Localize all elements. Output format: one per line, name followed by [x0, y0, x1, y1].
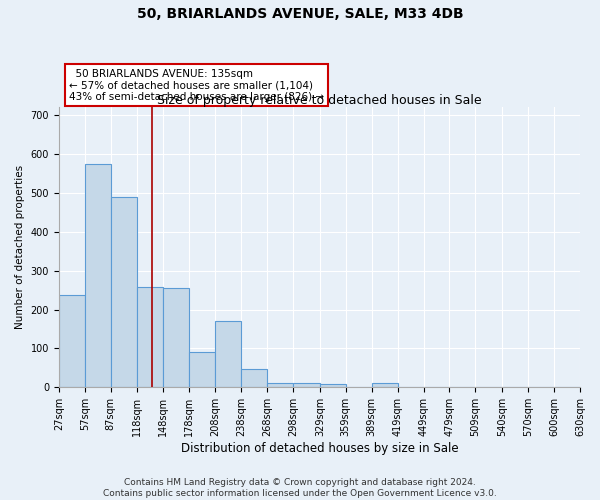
Title: Size of property relative to detached houses in Sale: Size of property relative to detached ho…	[157, 94, 482, 108]
Bar	[59, 295, 85, 388]
Bar	[320, 384, 346, 388]
Bar	[215, 321, 241, 388]
Bar	[137, 288, 163, 388]
Text: 50, BRIARLANDS AVENUE, SALE, M33 4DB: 50, BRIARLANDS AVENUE, SALE, M33 4DB	[137, 8, 463, 22]
Text: 50 BRIARLANDS AVENUE: 135sqm
← 57% of detached houses are smaller (1,104)
43% of: 50 BRIARLANDS AVENUE: 135sqm ← 57% of de…	[69, 68, 325, 102]
Bar	[293, 384, 320, 388]
X-axis label: Distribution of detached houses by size in Sale: Distribution of detached houses by size …	[181, 442, 458, 455]
Bar	[163, 288, 189, 388]
Bar	[110, 197, 137, 388]
Bar	[241, 369, 267, 388]
Text: Contains HM Land Registry data © Crown copyright and database right 2024.
Contai: Contains HM Land Registry data © Crown c…	[103, 478, 497, 498]
Bar	[85, 164, 110, 388]
Bar	[189, 352, 215, 388]
Bar	[371, 384, 398, 388]
Y-axis label: Number of detached properties: Number of detached properties	[15, 166, 25, 330]
Bar	[267, 382, 293, 388]
